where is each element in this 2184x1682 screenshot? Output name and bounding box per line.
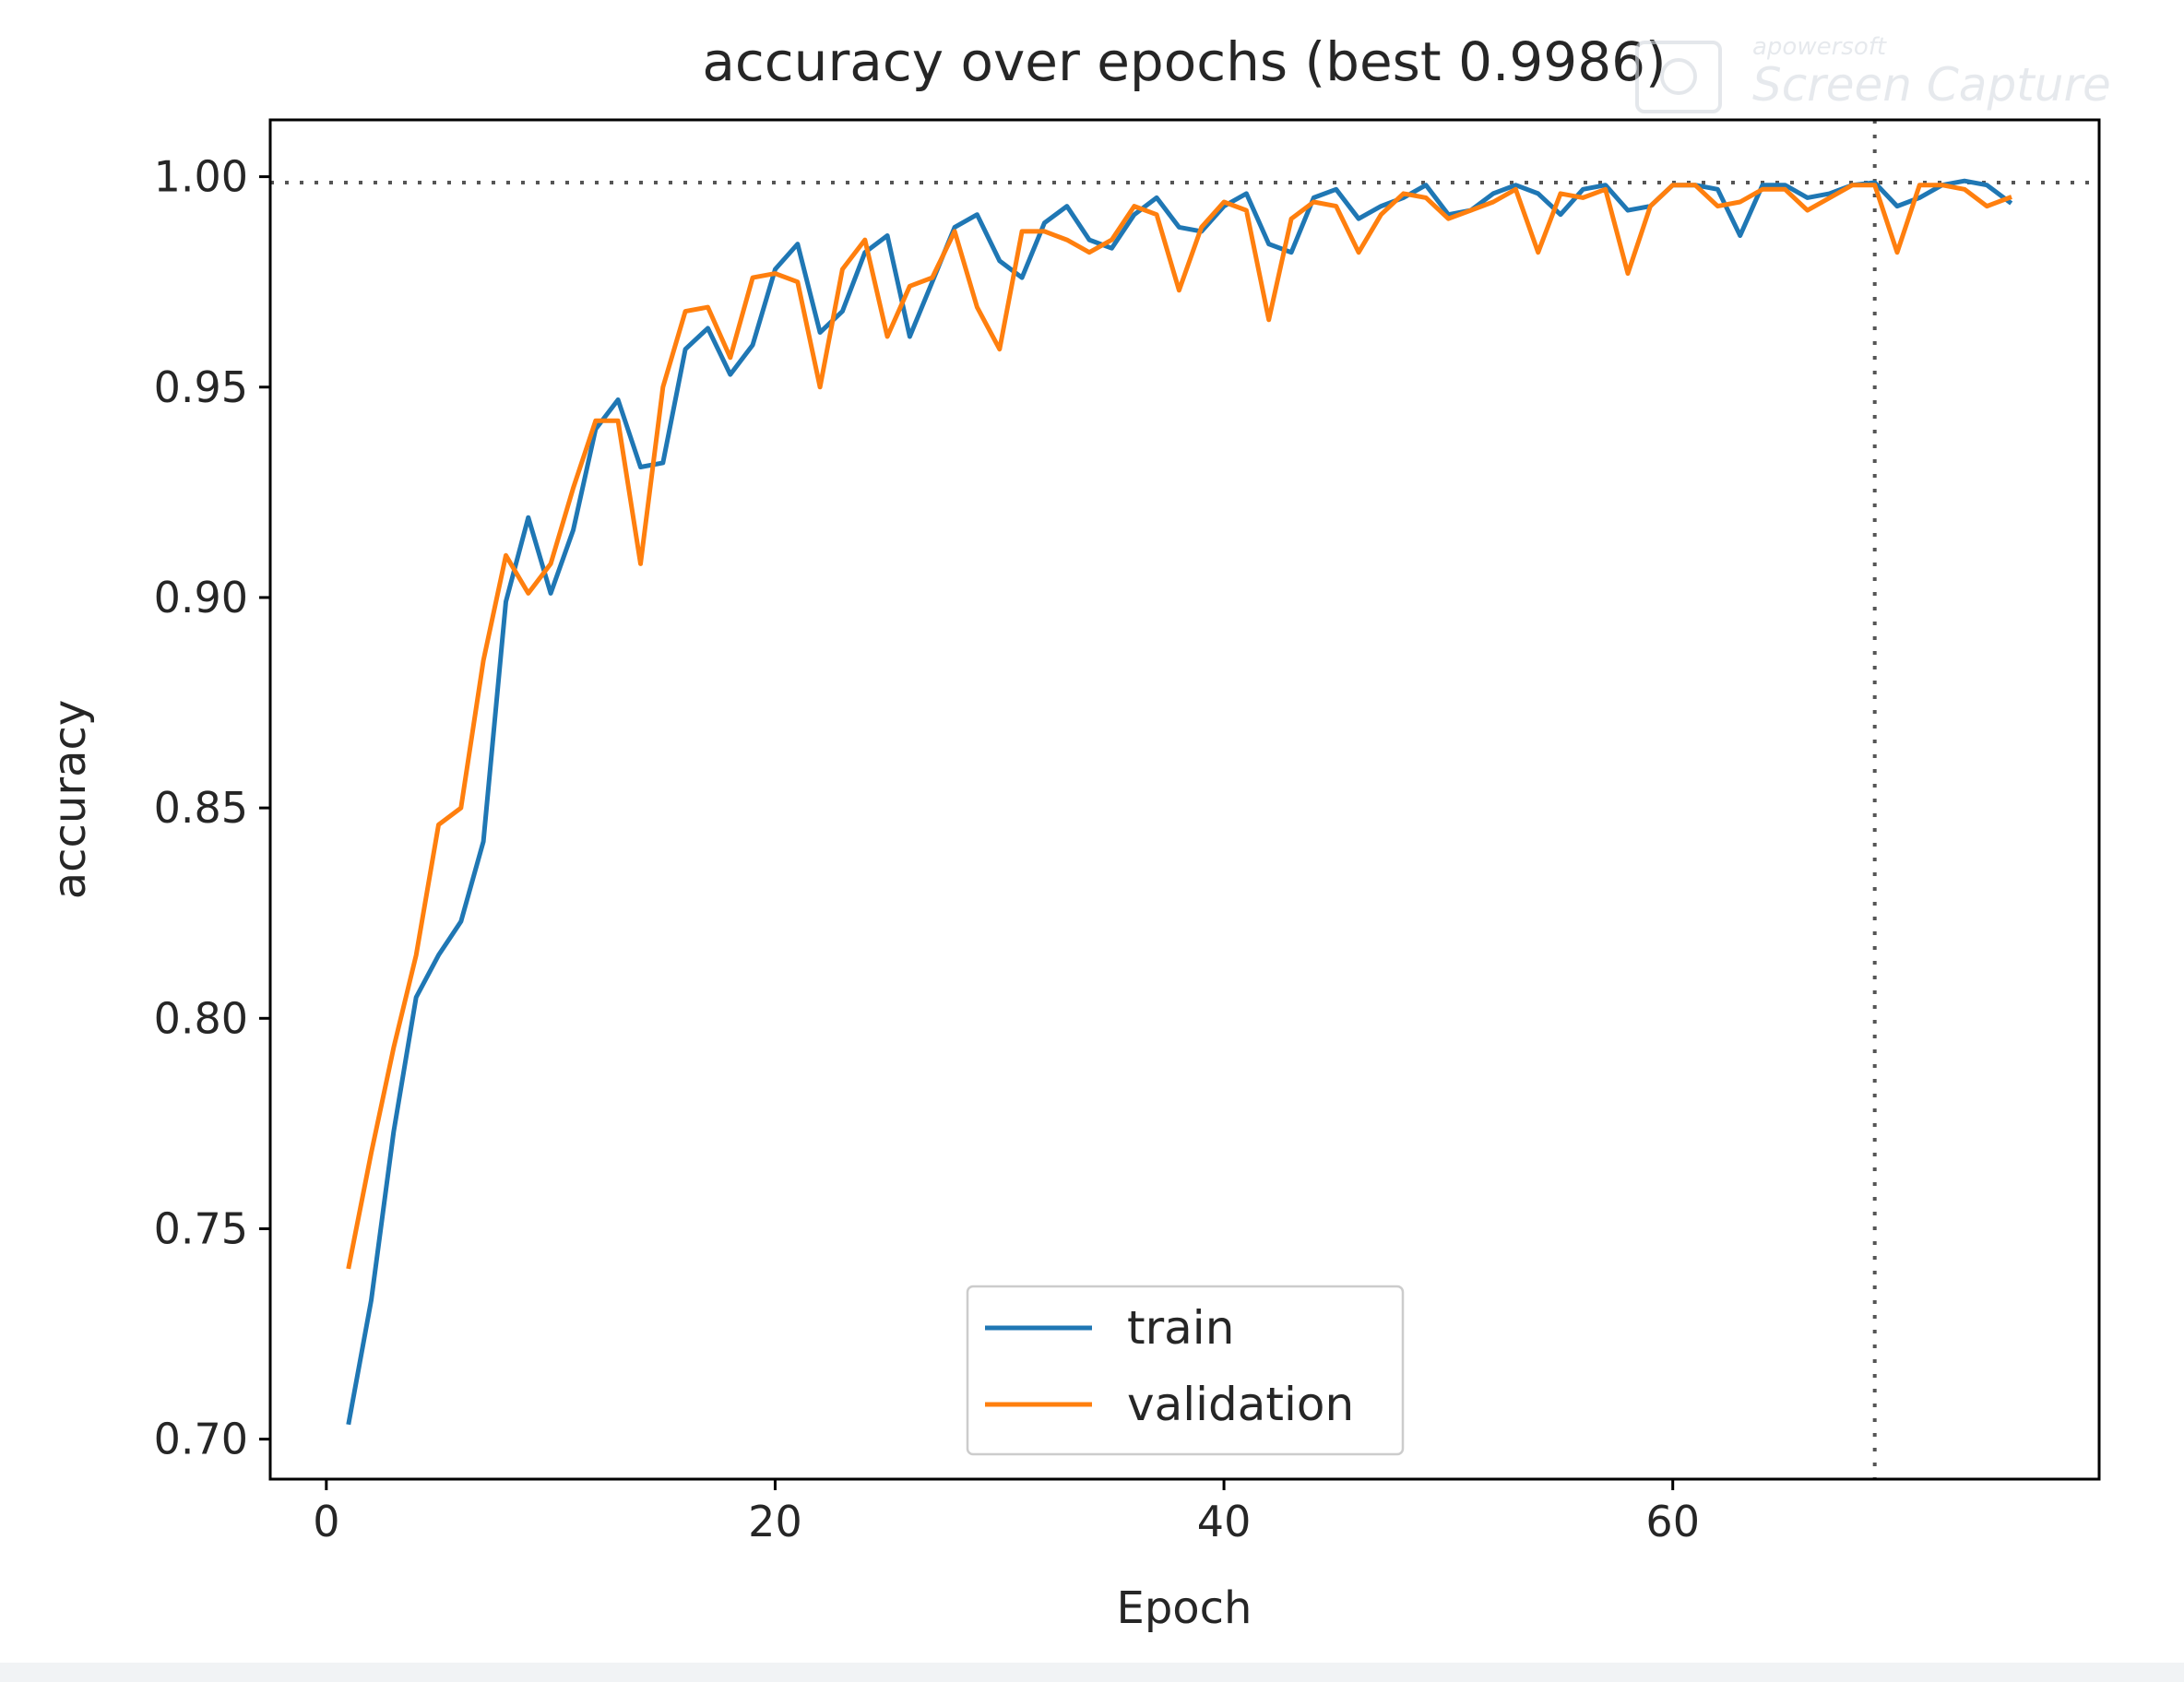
y-tick-label: 0.95 [154,362,248,412]
footer-strip [0,1663,2184,1682]
watermark-product: Screen Capture [1752,58,2111,112]
x-tick-label: 40 [1197,1497,1252,1546]
y-tick-label: 0.85 [154,783,248,833]
y-axis-label: accuracy [44,700,96,900]
y-tick-label: 0.75 [154,1203,248,1253]
y-tick-label: 1.00 [154,152,248,202]
y-tick-label: 0.80 [154,993,248,1043]
legend: train validation [966,1285,1405,1456]
plot-background [270,120,2099,1479]
watermark-brand: apowersoft [1752,33,1887,61]
watermark: apowersoft Screen Capture [1632,33,2111,113]
x-axis: 0 20 40 60 [313,1479,1700,1546]
legend-label-train: train [1127,1301,1234,1355]
series-line-validation [346,183,2012,1270]
y-tick-label: 0.90 [154,573,248,622]
x-tick-label: 60 [1645,1497,1700,1546]
legend-label-validation: validation [1127,1378,1354,1431]
watermark-logo-icon [1635,41,1722,113]
reference-lines [270,120,2099,1479]
series-layer [346,178,2013,1426]
series-line-train [346,178,2013,1426]
y-tick-label: 0.70 [154,1415,248,1464]
x-tick-label: 0 [313,1497,339,1546]
plot-area [268,118,2101,1481]
y-axis: 0.70 0.75 0.80 0.85 0.90 0.95 1.00 [154,152,270,1464]
plot-frame [268,118,2101,1481]
x-tick-label: 20 [748,1497,802,1546]
chart-title: accuracy over epochs (best 0.9986) [702,30,1666,93]
x-axis-label: Epoch [1117,1582,1252,1634]
